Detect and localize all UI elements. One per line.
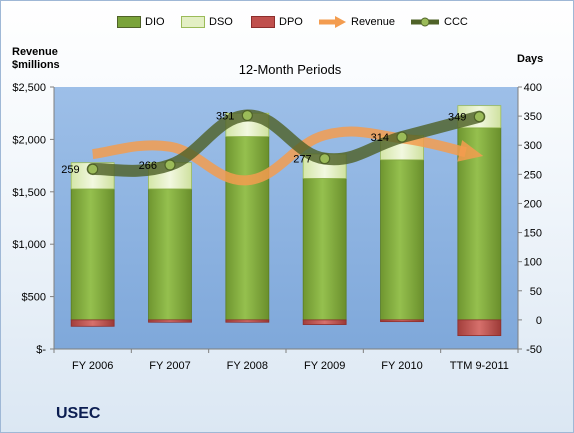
right-axis-tick-label: 50 [530,286,542,298]
ccc-data-label: 349 [448,112,466,124]
left-axis-tick-label: $2,500 [12,82,46,94]
right-axis-tick-label: 200 [524,198,542,210]
x-axis-tick-label: FY 2007 [149,360,190,372]
company-name: USEC [56,405,101,422]
dio-bar [225,136,270,321]
x-axis-tick-label: FY 2010 [381,360,422,372]
legend-label-dio: DIO [145,16,165,28]
x-axis-tick-label: TTM 9-2011 [450,360,509,372]
right-axis-tick-label: 350 [524,111,542,123]
ccc-data-label: 314 [371,132,389,144]
x-axis-tick-label: FY 2006 [72,360,113,372]
ccc-point [241,109,253,122]
legend-label-ccc: CCC [444,16,468,28]
x-axis-tick-label: FY 2009 [304,360,345,372]
dio-bar [380,159,424,321]
dpo-bar [457,319,502,337]
ccc-point [164,159,176,171]
left-axis-tick-label: $500 [22,292,46,304]
dio-bar [302,178,347,321]
ccc-data-label: 266 [139,160,157,172]
right-axis-tick-label: 0 [536,315,542,327]
chart-subtitle: 12-Month Periods [238,62,342,77]
right-axis-tick-label: 150 [524,228,542,240]
dpo-bar [225,319,270,323]
legend-item-dso: DSO [181,12,233,32]
right-axis-title: Days [517,53,544,65]
legend-item-revenue: Revenue [317,12,395,32]
dio-bar [70,188,115,321]
legend-item-dpo: DPO [251,12,303,32]
ccc-data-label: 351 [216,111,234,123]
dpo-bar [302,319,347,325]
x-axis-tick-label: FY 2008 [227,360,268,372]
right-axis-tick-label: 400 [524,82,542,94]
ccc-point [87,163,99,175]
ccc-point [396,131,408,143]
right-axis-tick-label: -50 [526,344,542,356]
left-axis-tick-label: $2,000 [12,134,46,146]
dpo-bar [70,319,115,327]
ccc-line-icon [411,17,439,27]
dpo-bar [380,319,424,323]
revenue-arrowhead [457,140,484,162]
legend-item-dio: DIO [117,12,165,32]
left-axis-tick-label: $- [36,344,46,356]
left-axis-title: Revenue $millions [12,46,60,71]
dpo-bar [148,319,192,323]
ccc-point [473,111,485,123]
legend-item-ccc: CCC [410,12,468,32]
left-axis-tick-label: $1,000 [12,239,46,251]
left-axis-tick-label: $1,500 [12,187,46,199]
dio-swatch [117,16,141,28]
dso-swatch [181,16,205,28]
legend-label-dso: DSO [209,16,233,28]
ccc-data-label: 259 [61,164,79,176]
right-axis-tick-label: 300 [524,140,542,152]
ccc-point [319,153,331,165]
right-axis-tick-label: 100 [524,257,542,269]
legend-label-revenue: Revenue [351,16,396,28]
dpo-swatch [251,16,275,28]
right-axis-tick-label: 250 [524,169,542,181]
revenue-arrow-icon [319,16,346,28]
legend: DIO DSO DPO Revenue CCC [0,12,574,32]
dio-bar [148,188,192,321]
legend-label-dpo: DPO [279,16,303,28]
ccc-data-label: 277 [293,154,311,166]
